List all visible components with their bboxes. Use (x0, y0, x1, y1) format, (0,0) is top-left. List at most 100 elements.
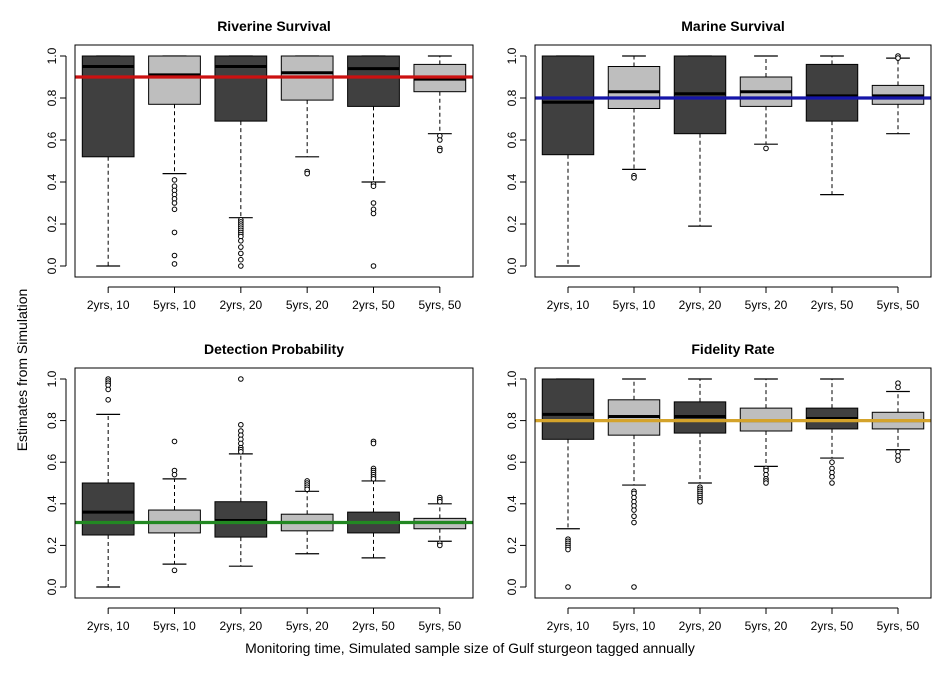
box-body (347, 55, 400, 107)
box-2 (607, 378, 661, 590)
x-tick-label: 2yrs, 10 (87, 298, 130, 312)
x-tick-label: 5yrs, 20 (745, 619, 788, 633)
y-tick-label: 1.0 (505, 370, 519, 387)
outlier-point (105, 386, 111, 393)
panel-4: Fidelity Rate 0.0 0.2 0.4 0.6 0.8 1.0 2yrs, 10 5… (505, 341, 932, 633)
y-tick-label: 0.4 (45, 173, 59, 190)
plot-frame (74, 44, 474, 278)
box-5 (347, 55, 400, 269)
y-tick-label: 0.4 (505, 495, 519, 512)
box-body (607, 66, 661, 109)
y-tick-label: 0.4 (505, 173, 519, 190)
outlier-point (829, 473, 835, 480)
box-body (148, 55, 201, 105)
box-4 (739, 55, 793, 152)
y-tick-label: 0.4 (45, 495, 59, 512)
box-5 (347, 438, 400, 559)
x-tick-label: 2yrs, 20 (219, 298, 262, 312)
x-tick-label: 5yrs, 50 (418, 619, 461, 633)
outlier-point (370, 183, 377, 189)
box-1 (541, 378, 595, 590)
x-tick-label: 5yrs, 50 (877, 298, 920, 312)
outlier-point (829, 480, 835, 486)
box-body (805, 63, 859, 122)
outlier-point (171, 261, 178, 267)
y-tick-label: 0.6 (45, 454, 59, 471)
outlier-point (631, 519, 637, 526)
outlier-point (437, 137, 443, 143)
y-tick-label: 0.8 (505, 89, 519, 106)
outlier-point (238, 376, 244, 382)
x-tick-label: 5yrs, 20 (745, 298, 788, 312)
x-tick-label: 2yrs, 20 (219, 619, 262, 633)
box-3 (214, 55, 268, 269)
x-tick-label: 5yrs, 10 (613, 298, 656, 312)
outlier-point (171, 206, 178, 213)
outlier-point (370, 440, 377, 447)
plot-frame (534, 367, 932, 599)
outlier-point (171, 229, 178, 236)
x-tick-label: 5yrs, 10 (613, 619, 656, 633)
box-body (541, 378, 595, 440)
outlier-point (105, 397, 111, 403)
x-tick-label: 2yrs, 50 (811, 298, 854, 312)
outlier-point (763, 145, 769, 152)
outlier-point (565, 584, 571, 590)
outlier-point (238, 256, 244, 263)
outlier-point (171, 438, 178, 445)
y-tick-label: 0.6 (505, 131, 519, 148)
y-tick-label: 0.2 (505, 215, 519, 232)
y-tick-label: 0.0 (505, 257, 519, 274)
plot-frame (74, 367, 474, 599)
panel-title: Marine Survival (681, 18, 785, 34)
x-tick-label: 2yrs, 50 (352, 298, 395, 312)
outlier-point (238, 263, 244, 269)
outlier-point (565, 546, 571, 553)
box-1 (541, 55, 595, 267)
y-tick-label: 1.0 (45, 47, 59, 64)
box-6 (871, 53, 925, 135)
outlier-point (171, 567, 178, 574)
outlier-point (304, 486, 310, 493)
outlier-point (171, 177, 178, 183)
box-5 (805, 378, 859, 486)
outlier-point (895, 384, 901, 391)
box-2 (148, 55, 201, 267)
x-axis-label: Monitoring time, Simulated sample size o… (245, 640, 695, 656)
y-tick-label: 0.0 (45, 578, 59, 595)
box-2 (607, 55, 661, 181)
outlier-point (238, 238, 244, 244)
plot-frame (534, 44, 932, 278)
outlier-point (238, 250, 244, 257)
x-tick-label: 5yrs, 10 (153, 619, 196, 633)
y-tick-label: 0.2 (505, 537, 519, 554)
panel-title: Fidelity Rate (691, 341, 774, 357)
y-tick-label: 0.6 (505, 454, 519, 471)
x-tick-label: 5yrs, 10 (153, 298, 196, 312)
y-tick-label: 0.8 (45, 89, 59, 106)
outlier-point (631, 175, 637, 181)
x-tick-label: 5yrs, 20 (286, 298, 329, 312)
panel-title: Detection Probability (204, 341, 344, 357)
y-tick-label: 0.0 (505, 578, 519, 595)
y-axis-label: Estimates from Simulation (14, 288, 30, 452)
x-tick-label: 2yrs, 20 (679, 298, 722, 312)
outlier-point (370, 476, 377, 482)
y-tick-label: 0.8 (505, 412, 519, 429)
outlier-point (238, 421, 244, 428)
outlier-point (763, 480, 769, 486)
outlier-point (437, 147, 443, 154)
box-4 (280, 55, 334, 177)
box-body (81, 482, 135, 536)
box-2 (148, 438, 201, 574)
outlier-point (171, 471, 178, 478)
panel-1: Riverine Survival 0.0 0.2 0.4 0.6 0.8 1.0 2yrs,… (45, 18, 474, 312)
box-1 (81, 55, 135, 267)
y-tick-label: 0.2 (45, 537, 59, 554)
outlier-point (304, 170, 310, 177)
outlier-point (631, 584, 637, 590)
box-4 (280, 478, 334, 555)
box-body (81, 55, 135, 158)
